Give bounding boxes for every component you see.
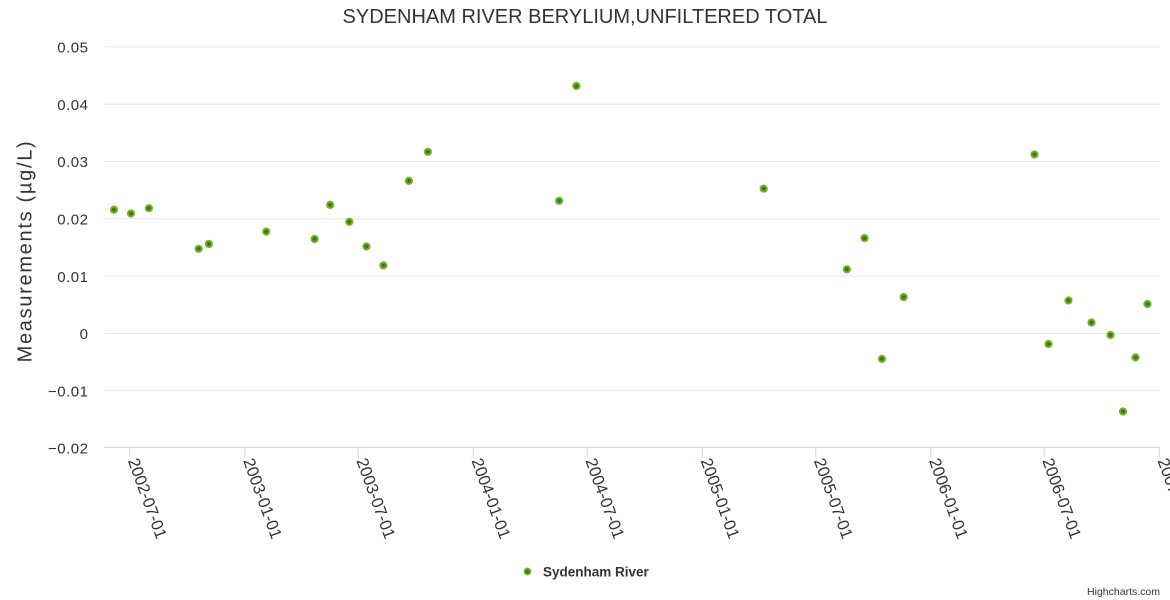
svg-text:0: 0	[80, 326, 89, 343]
svg-text:2003-01-01: 2003-01-01	[239, 456, 285, 541]
svg-text:2004-01-01: 2004-01-01	[468, 456, 514, 541]
svg-text:2005-07-01: 2005-07-01	[810, 456, 856, 541]
svg-text:0.04: 0.04	[57, 97, 88, 114]
svg-text:Measurements (µg/L): Measurements (µg/L)	[15, 140, 37, 363]
svg-text:2004-07-01: 2004-07-01	[581, 456, 627, 541]
svg-text:2003-07-01: 2003-07-01	[352, 456, 398, 541]
svg-text:Sydenham River: Sydenham River	[543, 565, 650, 580]
svg-text:2005-01-01: 2005-01-01	[697, 456, 743, 541]
svg-text:−0.02: −0.02	[48, 441, 88, 458]
svg-text:0.02: 0.02	[57, 212, 88, 229]
svg-text:Highcharts.com: Highcharts.com	[1087, 586, 1160, 598]
svg-text:2002-07-01: 2002-07-01	[124, 456, 170, 541]
svg-text:2007-01-01: 2007-01-01	[1154, 456, 1170, 541]
svg-text:SYDENHAM RIVER BERYLIUM,UNFILT: SYDENHAM RIVER BERYLIUM,UNFILTERED TOTAL	[343, 6, 828, 28]
svg-text:−0.01: −0.01	[48, 383, 88, 400]
svg-text:2006-01-01: 2006-01-01	[925, 456, 971, 541]
svg-text:0.01: 0.01	[57, 269, 88, 286]
svg-text:2006-07-01: 2006-07-01	[1038, 456, 1084, 541]
svg-text:0.05: 0.05	[57, 40, 88, 57]
svg-text:0.03: 0.03	[57, 154, 88, 171]
